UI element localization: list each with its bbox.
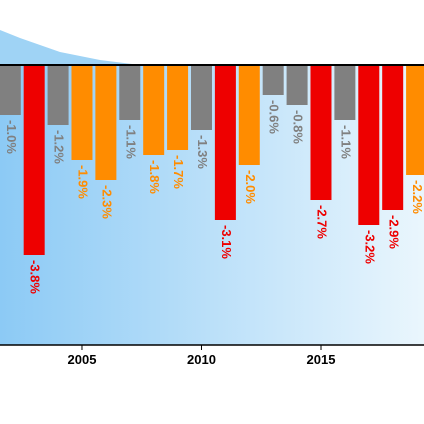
bar (71, 65, 93, 160)
value-label: -3.2% (362, 230, 377, 264)
value-label: -1.3% (195, 135, 210, 169)
bar (143, 65, 165, 155)
value-label: -1.8% (147, 160, 162, 194)
value-label: -2.7% (315, 205, 330, 239)
x-tick-label: 2010 (187, 352, 216, 367)
value-label: -0.6% (267, 100, 282, 134)
x-tick-label: 2015 (307, 352, 336, 367)
value-label: -2.2% (410, 180, 424, 214)
bar (262, 65, 284, 95)
bar (167, 65, 189, 150)
bar (238, 65, 260, 165)
bar (214, 65, 236, 220)
value-label: -0.8% (291, 110, 306, 144)
value-label: -1.2% (52, 130, 67, 164)
value-label: -1.1% (338, 125, 353, 159)
bar (119, 65, 141, 120)
value-label: -3.1% (219, 225, 234, 259)
value-label: -1.0% (4, 120, 19, 154)
value-label: -1.7% (171, 155, 186, 189)
bar (358, 65, 380, 225)
value-label: -2.3% (99, 185, 114, 219)
bar (310, 65, 332, 200)
bar (0, 65, 21, 115)
value-label: -1.9% (76, 165, 91, 199)
bar (47, 65, 69, 125)
value-label: -3.8% (28, 260, 43, 294)
value-label: -1.1% (123, 125, 138, 159)
bar (190, 65, 212, 130)
bar (95, 65, 117, 180)
x-tick-label: 2005 (68, 352, 97, 367)
value-label: -2.9% (386, 215, 401, 249)
bar (23, 65, 45, 255)
value-label: -2.0% (243, 170, 258, 204)
bar (382, 65, 404, 210)
bar (334, 65, 356, 120)
bar (286, 65, 308, 105)
background-area (0, 30, 140, 65)
bar (406, 65, 424, 175)
